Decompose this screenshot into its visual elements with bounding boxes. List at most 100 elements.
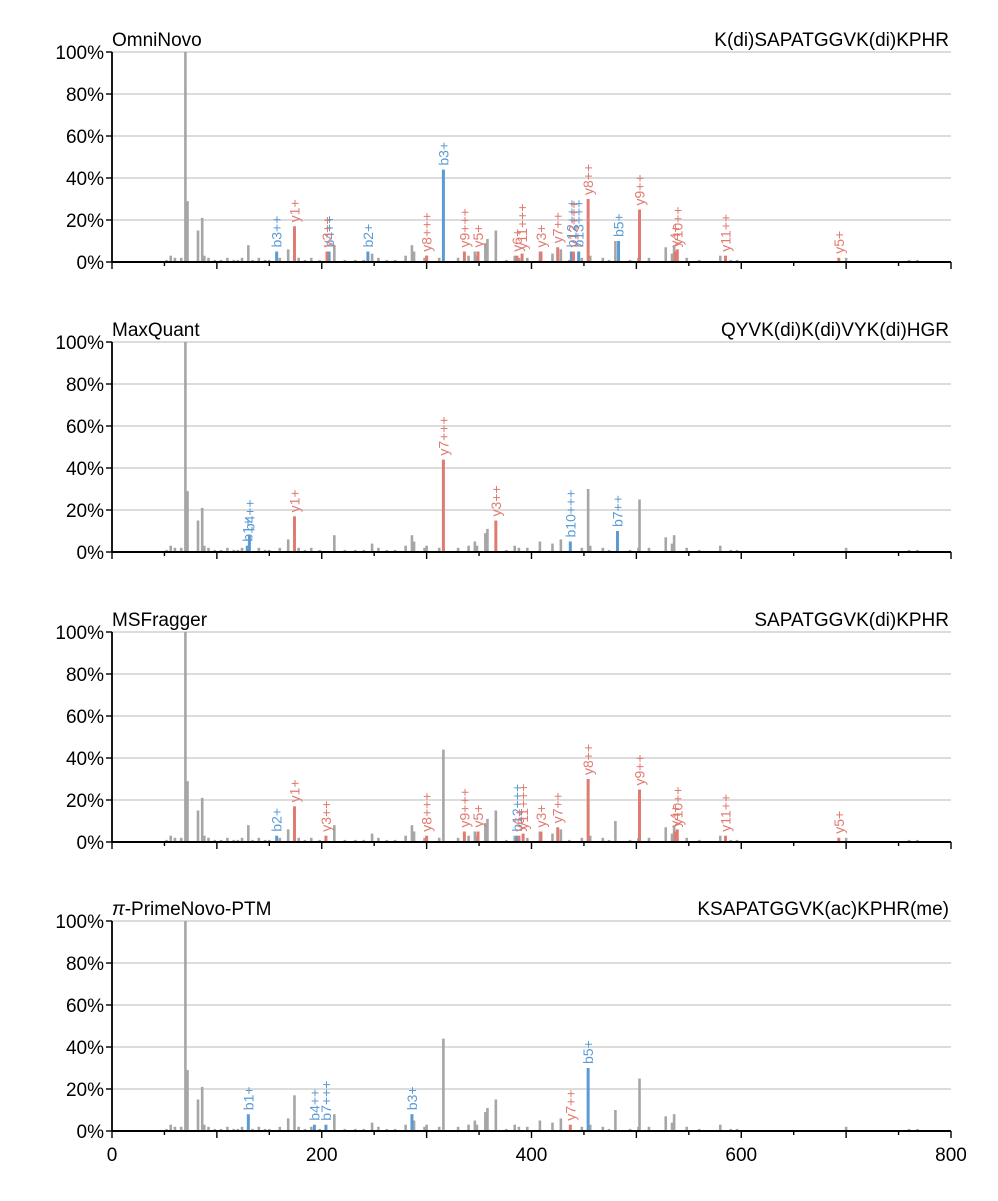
ion-label: y11+++ <box>515 784 531 830</box>
ion-label: b1+ <box>240 1086 256 1110</box>
ion-label: b2+ <box>360 224 376 248</box>
y-tick-label: 60% <box>66 707 104 728</box>
method-title-prefix: π <box>112 899 126 920</box>
y-tick-label: 80% <box>66 85 104 106</box>
ion-label: y9+++ <box>456 208 472 247</box>
y-tick-label: 100% <box>55 623 104 644</box>
ion-label: y10++ <box>669 206 685 245</box>
ion-label: y3+ <box>533 805 549 828</box>
ion-label: y6+ <box>509 229 525 252</box>
ion-label: y7+++ <box>435 416 451 455</box>
ion-label: b10+++ <box>562 490 578 538</box>
x-tick-label: 800 <box>935 1145 967 1166</box>
ion-label: y8++ <box>580 164 596 195</box>
ion-label: b13+++ <box>571 200 587 248</box>
ion-label: y5+ <box>831 811 847 834</box>
ion-label: y7++ <box>562 1090 578 1121</box>
y-tick-label: 20% <box>66 211 104 232</box>
method-title: MSFragger <box>112 610 208 631</box>
y-tick-label: 100% <box>55 333 104 354</box>
ion-label: b3++ <box>269 216 285 248</box>
ion-label: y4+ <box>667 225 683 248</box>
y-tick-label: 40% <box>66 459 104 480</box>
spectrum-panel-1: 0% 20% 40% 60% 80% 100% y1+b3++ b4++y3++ b2+ y8++… <box>55 30 952 274</box>
ion-label: y9++ <box>632 754 648 785</box>
ion-label: y5+ <box>470 805 486 828</box>
ion-label: y1+ <box>286 199 302 222</box>
ion-label: b4++ <box>241 499 257 531</box>
x-tick-label: 200 <box>306 1145 338 1166</box>
ion-label: y13+++ <box>565 200 581 247</box>
ion-label: b4++ <box>306 1089 322 1121</box>
peptide-sequence: KSAPATGGVK(ac)KPHR(me) <box>697 899 949 920</box>
ion-label: y9+++ <box>456 788 472 827</box>
spectrum-panel-4: 0% 20% 40% 60% 80% 100% b1+ b4++b7+++ b3+ y7++ b5+… <box>55 899 966 1166</box>
y-tick-label: 60% <box>66 996 104 1017</box>
ion-label: y5+ <box>470 225 486 248</box>
method-title-name: MaxQuant <box>112 320 200 341</box>
ion-label: y3+ <box>533 225 549 248</box>
y-tick-label: 100% <box>55 912 104 933</box>
y-tick-label: 0% <box>77 1122 105 1143</box>
ion-label: y8+++ <box>419 212 435 251</box>
y-tick-label: 0% <box>77 833 105 854</box>
ion-label: y8+++ <box>419 792 435 831</box>
ion-label: y11++ <box>718 794 734 832</box>
spectrum-panel-3: 0%20%40%60%80%100%b2+y1+y3++ y8+++ y9+++y5… <box>55 610 952 854</box>
ion-label: b3+ <box>404 1086 420 1110</box>
y-tick-label: 40% <box>66 169 104 190</box>
method-title: π-PrimeNovo-PTM <box>112 899 271 920</box>
peptide-sequence: SAPATGGVK(di)KPHR <box>754 610 949 631</box>
ion-label: y4+ <box>667 805 683 828</box>
ion-label: y7++ <box>550 792 566 823</box>
ion-label: b1+ <box>239 518 255 542</box>
ion-label: y11+++ <box>514 204 530 250</box>
x-tick-label: 0 <box>107 1145 118 1166</box>
ion-label: b12+++ <box>509 784 525 832</box>
y-tick-label: 20% <box>66 791 104 812</box>
method-title-name: -PrimeNovo-PTM <box>125 899 272 920</box>
ion-label: y5+ <box>831 231 847 254</box>
y-tick-label: 20% <box>66 1080 104 1101</box>
method-title: MaxQuant <box>112 320 200 341</box>
ion-label: y1+ <box>286 779 302 802</box>
method-title-name: MSFragger <box>112 610 208 631</box>
method-title: OmniNovo <box>112 30 202 51</box>
y-tick-label: 60% <box>66 127 104 148</box>
ion-label: y8++ <box>580 744 596 775</box>
ion-label: y10++ <box>669 786 685 825</box>
ion-label: b12+++ <box>563 200 579 248</box>
y-tick-label: 80% <box>66 954 104 975</box>
y-tick-label: 100% <box>55 43 104 64</box>
ion-label: b4++ <box>321 216 337 248</box>
ion-label: b5+ <box>611 213 627 237</box>
ion-label: b7++ <box>609 495 625 527</box>
ion-label: b3+ <box>435 142 451 166</box>
ion-label: b5+ <box>580 1040 596 1064</box>
ion-label: b7+++ <box>318 1081 334 1121</box>
ion-label: y1+ <box>286 489 302 512</box>
ion-label: b2+ <box>269 808 285 832</box>
ion-label: y6+ <box>511 809 527 832</box>
ion-label: y9++ <box>632 174 648 205</box>
ion-label: y3++ <box>318 801 334 832</box>
ion-label: y3++ <box>488 485 504 516</box>
ion-label: y3++ <box>319 216 335 247</box>
peptide-sequence: QYVK(di)K(di)VYK(di)HGR <box>721 320 949 341</box>
y-tick-label: 80% <box>66 375 104 396</box>
y-tick-label: 40% <box>66 749 104 770</box>
peptide-sequence: K(di)SAPATGGVK(di)KPHR <box>714 30 949 51</box>
method-title-name: OmniNovo <box>112 30 202 51</box>
y-tick-label: 80% <box>66 665 104 686</box>
y-tick-label: 20% <box>66 501 104 522</box>
ion-label: y11++ <box>718 214 734 252</box>
x-tick-label: 600 <box>725 1145 757 1166</box>
y-tick-label: 40% <box>66 1038 104 1059</box>
ion-label: y7++ <box>550 212 566 243</box>
spectrum-panel-2: 0% 20% 40% 60% 80% 100% b1+b4++ y1+ y7+++ y3++ b10… <box>55 320 952 564</box>
y-tick-label: 0% <box>77 253 105 274</box>
y-tick-label: 0% <box>77 543 105 564</box>
x-tick-label: 400 <box>516 1145 548 1166</box>
y-tick-label: 60% <box>66 417 104 438</box>
